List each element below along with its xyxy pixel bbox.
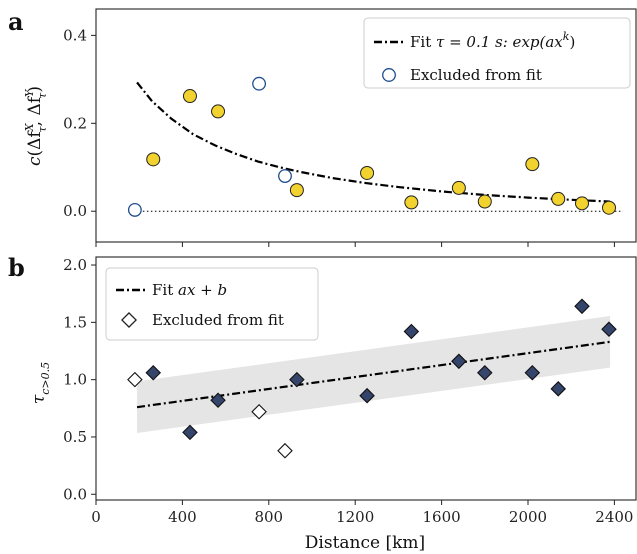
data-point-included [360, 165, 375, 180]
data-point-included [211, 104, 226, 119]
data-point-excluded [127, 202, 142, 217]
data-point-included [182, 89, 197, 104]
panel-b-legend: Fit ax + b Excluded from fit [105, 267, 319, 341]
data-point-included [602, 200, 616, 215]
data-point-included [451, 180, 466, 195]
x-tick-label: 400 [168, 508, 197, 526]
y-tick-label: 0.2 [63, 114, 87, 132]
data-point-excluded [277, 442, 293, 459]
data-point-included [289, 371, 305, 388]
y-tick-label: 0.4 [63, 26, 87, 44]
panel-a-legend-box [363, 17, 631, 89]
panel-b-x-ticks: 0 400 800 1200 1600 2000 2400 [91, 500, 633, 526]
data-point-included [404, 195, 419, 210]
panel-a-legend: Fit τ = 0.1 s: exp(axk) Excluded from fi… [363, 17, 631, 89]
x-tick-label: 0 [91, 508, 101, 526]
panel-b-y-ticks: 0.0 0.5 1.0 1.5 2.0 [63, 256, 96, 503]
data-point-excluded [278, 169, 292, 184]
legend-b-fit-label: Fit ax + b [152, 281, 227, 299]
data-point-included [550, 381, 567, 397]
legend-b-excluded-label: Excluded from fit [152, 311, 284, 329]
panel-a-y-ticks: 0.0 0.2 0.4 [63, 26, 96, 220]
x-tick-label: 2000 [509, 508, 547, 526]
panel-b-label: b [8, 253, 25, 282]
legend-b-excluded-swatch [121, 312, 137, 328]
panel-b: b 0.0 0.5 1.0 1.5 2.0 0 400 800 1200 1600 2000 240… [8, 253, 637, 553]
data-point-included [575, 196, 589, 211]
x-tick-label: 1600 [423, 508, 461, 526]
panel-b-frame [95, 256, 637, 501]
x-axis-title: Distance [km] [305, 533, 425, 553]
data-point-included [403, 323, 420, 340]
y-tick-label: 1.0 [63, 371, 87, 389]
data-point-included [182, 424, 198, 441]
y-tick-label: 0.0 [63, 202, 87, 220]
data-point-excluded [252, 76, 267, 91]
data-point-included [525, 157, 540, 172]
data-point-included [289, 183, 304, 198]
data-point-included [601, 321, 617, 337]
panel-a-plot-area [127, 76, 624, 217]
legend-a-fit-label: Fit τ = 0.1 s: exp(axk) [410, 30, 575, 51]
y-tick-label: 0.5 [63, 428, 87, 446]
data-point-included [146, 152, 161, 167]
panel-a-label: a [8, 7, 24, 36]
panel-b-y-axis-title: τc>0.5 [29, 362, 52, 404]
data-point-included [477, 364, 493, 381]
x-tick-label: 800 [254, 508, 283, 526]
legend-a-excluded-swatch [382, 68, 396, 82]
y-tick-label: 1.5 [63, 313, 87, 331]
panel-a-frame [95, 8, 637, 243]
panel-a-x-ticks [95, 242, 615, 247]
fit-line-a [136, 81, 611, 203]
data-point-included [477, 194, 492, 209]
data-point-included [551, 191, 566, 206]
panel-b-plot-area [127, 298, 617, 459]
data-point-included [451, 353, 467, 370]
legend-a-excluded-label: Excluded from fit [410, 66, 542, 84]
y-tick-label: 0.0 [63, 485, 87, 503]
data-point-excluded [127, 371, 143, 388]
confidence-band [137, 316, 611, 433]
data-point-included [574, 298, 590, 315]
data-point-included [524, 364, 541, 381]
panel-a: a 0.0 0.2 0.4 c(ΔfXτ, ΔfYτ) Fit τ = 0.1 s:… [8, 7, 637, 247]
data-point-included [145, 364, 162, 381]
x-tick-label: 1200 [336, 508, 374, 526]
x-tick-label: 2400 [595, 508, 633, 526]
panel-a-y-axis-title: c(ΔfXτ, ΔfYτ) [23, 86, 49, 166]
y-tick-label: 2.0 [63, 256, 87, 274]
data-point-included [359, 387, 375, 404]
data-point-excluded [251, 403, 267, 420]
panel-b-legend-box [105, 267, 319, 341]
data-point-included [210, 392, 226, 409]
